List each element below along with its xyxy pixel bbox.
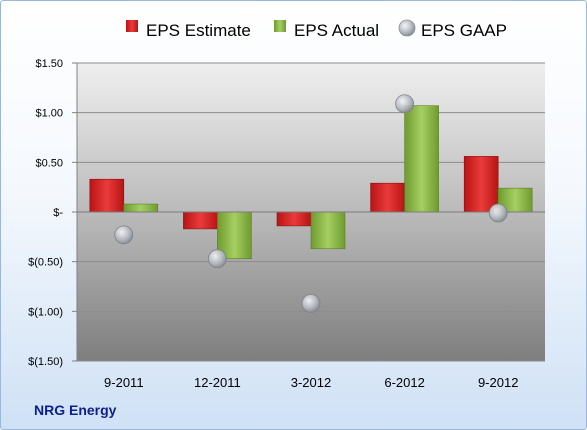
bar-eps-estimate-9-2012 bbox=[463, 156, 499, 213]
marker-eps-gaap-12-2011 bbox=[207, 249, 227, 269]
x-tick-label: 9-2012 bbox=[478, 375, 518, 390]
x-tick-label: 12-2011 bbox=[194, 375, 241, 390]
y-tick-label: $(1.00) bbox=[28, 306, 63, 318]
marker-eps-gaap-3-2012 bbox=[301, 293, 321, 313]
marker-eps-gaap-6-2012 bbox=[395, 94, 415, 114]
x-tick-label: 6-2012 bbox=[384, 375, 424, 390]
legend-label-eps-estimate: EPS Estimate bbox=[146, 21, 251, 40]
y-tick-label: $- bbox=[53, 207, 63, 219]
bar-eps-estimate-9-2011 bbox=[89, 178, 125, 213]
y-tick-label: $(1.50) bbox=[28, 356, 63, 368]
company-label: NRG Energy bbox=[34, 402, 117, 418]
bars bbox=[77, 105, 545, 259]
bar-eps-actual-12-2011 bbox=[217, 211, 252, 259]
legend-item-eps-gaap: EPS GAAP bbox=[398, 19, 507, 40]
bar-eps-estimate-3-2012 bbox=[276, 211, 312, 227]
legend-swatch-eps-gaap bbox=[398, 19, 416, 37]
y-tick-label: $0.50 bbox=[35, 157, 63, 169]
marker-eps-gaap-9-2011 bbox=[114, 225, 134, 245]
y-tick-label: $1.00 bbox=[35, 108, 63, 120]
legend-label-eps-actual: EPS Actual bbox=[294, 21, 379, 40]
bar-eps-actual-6-2012 bbox=[404, 105, 439, 213]
legend-label-eps-gaap: EPS GAAP bbox=[421, 21, 507, 40]
legend-swatch-eps-actual bbox=[274, 20, 286, 32]
bar-eps-actual-9-2011 bbox=[123, 203, 159, 213]
x-axis: 9-2011 12-2011 3-2012 6-2012 9-2012 bbox=[104, 375, 518, 390]
x-tick-label: 9-2011 bbox=[104, 375, 144, 390]
legend: EPS Estimate EPS Actual EPS GAAP bbox=[126, 19, 507, 40]
bar-eps-estimate-6-2012 bbox=[370, 182, 405, 213]
y-tick-label: $1.50 bbox=[35, 58, 63, 70]
legend-swatch-eps-estimate bbox=[126, 20, 138, 32]
bar-eps-actual-3-2012 bbox=[310, 211, 346, 250]
legend-item-eps-estimate: EPS Estimate bbox=[126, 20, 251, 40]
gaap-markers bbox=[114, 94, 508, 313]
legend-item-eps-actual: EPS Actual bbox=[274, 20, 379, 40]
bar-eps-estimate-12-2011 bbox=[183, 211, 218, 230]
marker-eps-gaap-9-2012 bbox=[488, 203, 508, 223]
y-axis: $1.50 $1.00 $0.50 $- $(0.50) $(1.00) $(1.50) bbox=[28, 58, 78, 368]
y-tick-label: $(0.50) bbox=[28, 257, 63, 269]
x-tick-label: 3-2012 bbox=[291, 375, 331, 390]
